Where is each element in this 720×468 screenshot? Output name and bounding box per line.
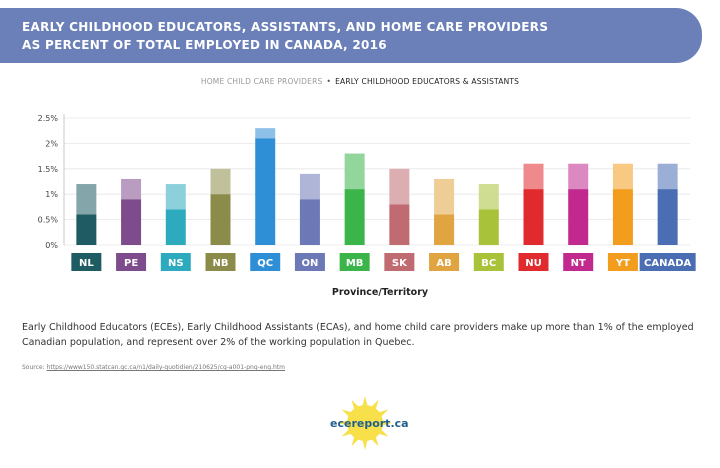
category-label-box (473, 253, 504, 271)
category-label: NU (525, 258, 542, 269)
bar-ece-mb (344, 189, 365, 245)
category-label-box (205, 253, 236, 271)
y-tick-label: 2.5% (38, 114, 59, 123)
category-label-box (339, 253, 370, 271)
bar-home-care-yt (612, 163, 633, 190)
bar-home-care-sk (389, 168, 410, 205)
bar-ece-qc (255, 138, 276, 245)
category-label: QC (257, 258, 273, 269)
sun-icon (338, 396, 392, 450)
bar-home-care-on (299, 173, 320, 200)
legend-separator: • (326, 77, 332, 86)
category-label-box (563, 253, 594, 271)
bar-ece-sk (389, 204, 410, 245)
category-label: AB (436, 258, 451, 269)
y-tick-label: 1% (45, 190, 58, 199)
bar-ece-canada (657, 189, 678, 245)
category-label-box (250, 253, 281, 271)
category-label-box (116, 253, 147, 271)
bar-home-care-ns (165, 184, 186, 210)
y-tick-label: 0.5% (38, 216, 59, 225)
bar-ece-ns (165, 209, 186, 245)
category-label-box (518, 253, 549, 271)
category-label-box (71, 253, 102, 271)
category-label: PE (124, 258, 138, 269)
bar-home-care-nl (76, 184, 97, 215)
chart-title-line-1: EARLY CHILDHOOD EDUCATORS, ASSISTANTS, A… (22, 20, 549, 34)
bar-ece-pe (121, 199, 142, 245)
bar-home-care-pe (121, 178, 142, 200)
bar-ece-nl (76, 214, 97, 245)
source-link[interactable]: https://www150.statcan.gc.ca/n1/daily-qu… (46, 364, 286, 371)
category-label: BC (481, 258, 496, 269)
category-label-box (429, 253, 460, 271)
category-label: NS (168, 258, 184, 269)
category-label: NL (79, 258, 94, 269)
title-banner: EARLY CHILDHOOD EDUCATORS, ASSISTANTS, A… (0, 8, 702, 63)
ecereport-logo: ecereport.ca (330, 396, 409, 456)
category-label: SK (392, 258, 408, 269)
bar-ece-nb (210, 194, 231, 245)
bar-home-care-ab (434, 178, 455, 215)
y-tick-label: 0% (45, 241, 58, 250)
bar-ece-nt (568, 189, 589, 245)
bar-ece-ab (434, 214, 455, 245)
source-label: Source: (22, 364, 45, 371)
category-label: MB (346, 258, 364, 269)
category-label-box (160, 253, 191, 271)
category-label-box (607, 253, 638, 271)
category-label: CANADA (644, 258, 691, 269)
bar-home-care-nt (568, 163, 589, 190)
category-label: NB (213, 258, 229, 269)
bar-home-care-qc (255, 128, 276, 139)
bar-home-care-bc (478, 184, 499, 210)
bar-ece-bc (478, 209, 499, 245)
y-tick-label: 2% (45, 139, 58, 148)
bar-chart: 0% 0.5% 1% 1.5% 2% 2.5% NL PE NS NB QC ON MB SK AB BC NU… (38, 114, 696, 271)
category-label-box (294, 253, 325, 271)
legend-home-care: HOME CHILD CARE PROVIDERS (200, 77, 323, 86)
source-line: Source: https://www150.statcan.gc.ca/n1/… (22, 364, 702, 371)
bar-ece-nu (523, 189, 544, 245)
y-tick-label: 1.5% (38, 165, 59, 174)
bar-ece-on (299, 199, 320, 245)
category-label: YT (615, 258, 630, 269)
category-label-box (384, 253, 415, 271)
category-label: NT (571, 258, 586, 269)
legend-ece: EARLY CHILDHOOD EDUCATORS & ASSISTANTS (335, 77, 520, 86)
legend: HOME CHILD CARE PROVIDERS • EARLY CHILDHOO… (0, 77, 720, 86)
category-label-box (639, 253, 696, 271)
logo-text: ecereport.ca (330, 417, 409, 430)
category-label: ON (301, 258, 318, 269)
description-text: Early Childhood Educators (ECEs), Early … (22, 322, 694, 348)
bar-home-care-nu (523, 163, 544, 190)
x-axis-title: Province/Territory (331, 287, 429, 298)
bar-home-care-mb (344, 153, 365, 190)
chart-title-line-2: AS PERCENT OF TOTAL EMPLOYED IN CANADA, … (22, 38, 387, 52)
bar-ece-yt (612, 189, 633, 245)
bar-home-care-canada (657, 163, 678, 190)
bar-home-care-nb (210, 168, 231, 195)
